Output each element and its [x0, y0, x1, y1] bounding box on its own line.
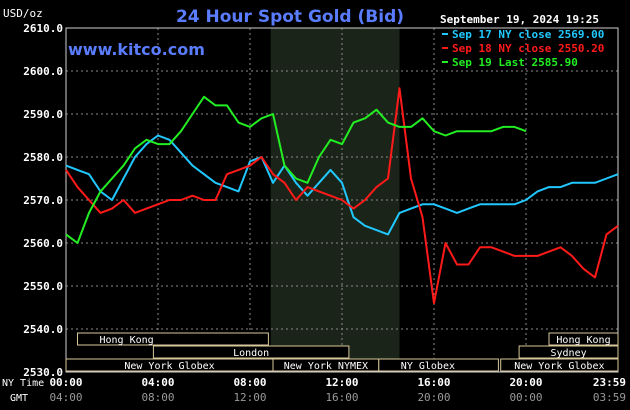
x-tick-ny: 23:59: [593, 376, 626, 389]
session-label: Hong Kong: [100, 335, 154, 346]
y-axis-ticks: 2530.0 2540.0 2550.0 2560.0 2570.0 2580.0 2590…: [23, 22, 63, 379]
session-box: [378, 358, 499, 372]
y-tick-label: 2600.0: [23, 65, 63, 78]
x-tick-gmt: 08:00: [141, 391, 174, 404]
x-axis: 00:00 04:00 08:00 12:00 16:00 20:00 23:59 04:00…: [2, 376, 626, 404]
session-label: New York Globex: [124, 361, 214, 372]
series-lines: [65, 87, 619, 305]
series-line-3: [65, 95, 527, 244]
session-box: [500, 358, 619, 372]
x-tick-gmt: 12:00: [233, 391, 266, 404]
x-tick-ny: 12:00: [325, 376, 358, 389]
session-label: New York NYMEX: [284, 361, 368, 372]
x-tick-ny: 08:00: [233, 376, 266, 389]
x-tick-gmt: 03:59: [593, 391, 626, 404]
y-tick-label: 2540.0: [23, 323, 63, 336]
plot-frame: [65, 27, 619, 373]
session-label: London: [233, 348, 269, 359]
x-tick-ny: 20:00: [509, 376, 542, 389]
unit-label: USD/oz: [3, 7, 43, 20]
market-sessions: Hong Kong London New York Globex New York N…: [65, 332, 619, 372]
x-axis-gmt-label: GMT: [10, 393, 28, 404]
x-tick-gmt: 04:00: [49, 391, 82, 404]
x-tick-gmt: 16:00: [325, 391, 358, 404]
series-line-1: [65, 134, 619, 236]
x-tick-ny: 04:00: [141, 376, 174, 389]
x-tick-gmt: 20:00: [417, 391, 450, 404]
series-line-2: [65, 87, 619, 305]
y-tick-label: 2530.0: [23, 366, 63, 379]
y-tick-label: 2610.0: [23, 22, 63, 35]
chart-title: 24 Hour Spot Gold (Bid): [176, 7, 404, 27]
y-tick-label: 2570.0: [23, 194, 63, 207]
x-tick-ny: 00:00: [49, 376, 82, 389]
x-tick-ny: 16:00: [417, 376, 450, 389]
x-axis-ny-label: NY Time: [2, 378, 44, 389]
session-box: [548, 332, 619, 346]
y-tick-label: 2550.0: [23, 280, 63, 293]
y-tick-label: 2580.0: [23, 151, 63, 164]
legend-entry: Sep 18 NY close 2550.20: [452, 42, 604, 55]
session-label: New York Globex: [514, 361, 604, 372]
session-box: [518, 345, 619, 359]
y-tick-label: 2590.0: [23, 108, 63, 121]
timestamp: September 19, 2024 19:25: [440, 13, 599, 26]
legend-entry: Sep 17 NY close 2569.00: [452, 28, 604, 41]
session-box: [152, 345, 350, 359]
x-tick-gmt: 00:00: [509, 391, 542, 404]
session-label: Sydney: [550, 348, 586, 359]
y-tick-label: 2560.0: [23, 237, 63, 250]
session-box: [77, 332, 269, 346]
legend-entry: Sep 19 Last 2585.90: [452, 56, 578, 69]
nymex-session-shading: [270, 28, 400, 372]
session-label: NY Globex: [401, 361, 455, 372]
session-label: Hong Kong: [556, 335, 610, 346]
site-watermark: www.kitco.com: [68, 40, 205, 59]
